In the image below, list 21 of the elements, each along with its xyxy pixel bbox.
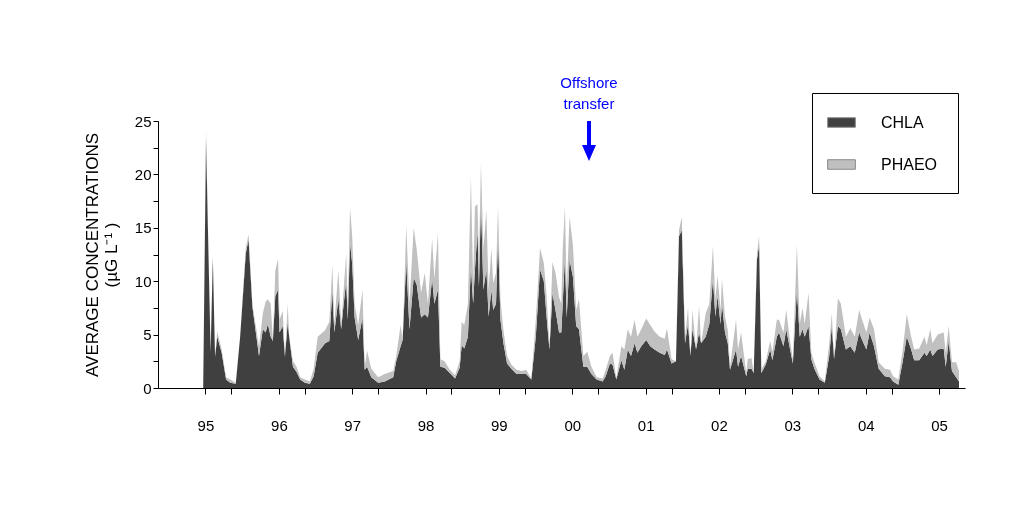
y-tick-label: 10 [134, 272, 152, 290]
y-tick-label: 25 [134, 112, 152, 130]
legend-label: PHAEO [881, 155, 938, 173]
y-axis-title: AVERAGE CONCENTRATIONS (µG L⁻¹ ) [82, 132, 121, 378]
x-tick-label: 05 [931, 416, 948, 434]
x-tick-label: 95 [197, 416, 215, 434]
x-tick-label: 99 [490, 416, 508, 434]
x-tick-label: 00 [564, 416, 582, 434]
y-tick-label: 5 [143, 326, 152, 344]
y-tick-label: 0 [143, 379, 152, 397]
x-tick-label: 03 [784, 416, 802, 434]
x-tick-label: 04 [857, 416, 875, 434]
x-tick-label: 96 [271, 416, 288, 434]
x-tick-label: 98 [417, 416, 435, 434]
legend-label: CHLA [881, 113, 925, 131]
x-tick-label: 02 [711, 416, 728, 434]
x-tick-label: 01 [637, 416, 655, 434]
y-tick-label: 15 [134, 219, 152, 237]
y-tick-label: 20 [134, 165, 152, 183]
x-tick-label: 97 [344, 416, 362, 434]
text: Offshore transfer [559, 73, 619, 114]
